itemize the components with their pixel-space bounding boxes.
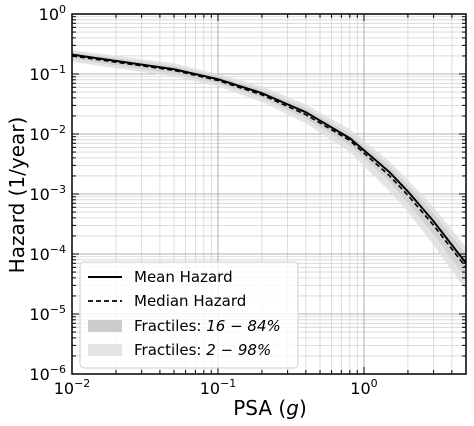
y-tick-label: 10−4 bbox=[29, 243, 66, 264]
x-axis-label: PSA (g) bbox=[233, 396, 307, 420]
x-tick-label: 10−2 bbox=[54, 377, 91, 398]
y-tick-label: 10−1 bbox=[29, 63, 66, 84]
x-tick-label: 100 bbox=[350, 377, 377, 398]
tick-labels: 10−2 10−1 100 10−6 10−5 10−4 10−3 10−2 10−1 100 bbox=[29, 3, 377, 398]
legend-median-label: Median Hazard bbox=[134, 292, 246, 310]
x-tick-label: 10−1 bbox=[200, 377, 237, 398]
legend: Mean Hazard Median Hazard Fractiles: 16 … bbox=[79, 261, 299, 369]
y-tick-label: 10−5 bbox=[29, 303, 66, 324]
median-hazard-line bbox=[71, 55, 467, 268]
y-tick-label: 10−2 bbox=[29, 123, 66, 144]
y-axis-label: Hazard (1/year) bbox=[5, 117, 29, 274]
legend-box bbox=[79, 261, 299, 369]
legend-band2-swatch bbox=[88, 344, 122, 356]
axis-ticks bbox=[71, 13, 467, 375]
y-tick-label: 10−3 bbox=[29, 183, 66, 204]
legend-band2-label: Fractiles: 2 − 98% bbox=[134, 341, 271, 359]
legend-band16-swatch bbox=[88, 320, 122, 332]
mean-hazard-line bbox=[71, 53, 467, 264]
y-tick-label: 10−6 bbox=[29, 363, 66, 384]
y-tick-label: 100 bbox=[39, 3, 66, 24]
hazard-lines bbox=[71, 53, 467, 268]
legend-mean-label: Mean Hazard bbox=[134, 268, 233, 286]
legend-band16-label: Fractiles: 16 − 84% bbox=[134, 317, 281, 335]
